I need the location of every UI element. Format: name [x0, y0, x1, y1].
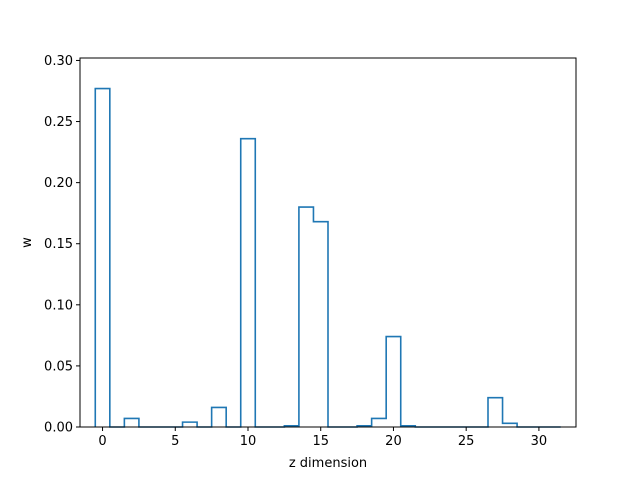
x-tick-label: 10 — [240, 434, 257, 449]
y-tick-label: 0.15 — [44, 237, 73, 252]
x-axis-label: z dimension — [289, 456, 367, 471]
y-tick-label: 0.10 — [44, 298, 73, 313]
bin-bar — [183, 422, 198, 427]
x-tick-label: 0 — [98, 434, 106, 449]
bin-bar — [299, 207, 314, 427]
y-tick-label: 0.25 — [44, 115, 73, 130]
y-tick-label: 0.20 — [44, 176, 73, 191]
x-tick-label: 5 — [171, 434, 179, 449]
y-axis: 0.00 0.05 0.10 0.15 0.20 0.25 0.30 — [44, 54, 80, 436]
bin-bar — [386, 337, 401, 427]
bin-bar — [372, 418, 387, 427]
x-tick-label: 25 — [458, 434, 475, 449]
bin-bar — [313, 222, 328, 427]
y-tick-label: 0.05 — [44, 359, 73, 374]
bin-bar — [95, 89, 110, 427]
y-axis-label: w — [20, 237, 35, 248]
bin-bar — [488, 398, 503, 427]
x-tick-label: 20 — [385, 434, 402, 449]
bin-bar — [124, 418, 139, 427]
y-tick-label: 0.30 — [44, 54, 73, 69]
y-tick-label: 0.00 — [44, 421, 73, 436]
x-tick-label: 15 — [312, 434, 329, 449]
x-tick-label: 30 — [531, 434, 548, 449]
bin-bar — [212, 407, 227, 427]
bin-bar — [241, 139, 256, 427]
bin-bar — [503, 423, 518, 427]
plot-frame — [79, 57, 577, 428]
x-axis: 0 5 10 15 20 25 30 — [98, 427, 547, 449]
